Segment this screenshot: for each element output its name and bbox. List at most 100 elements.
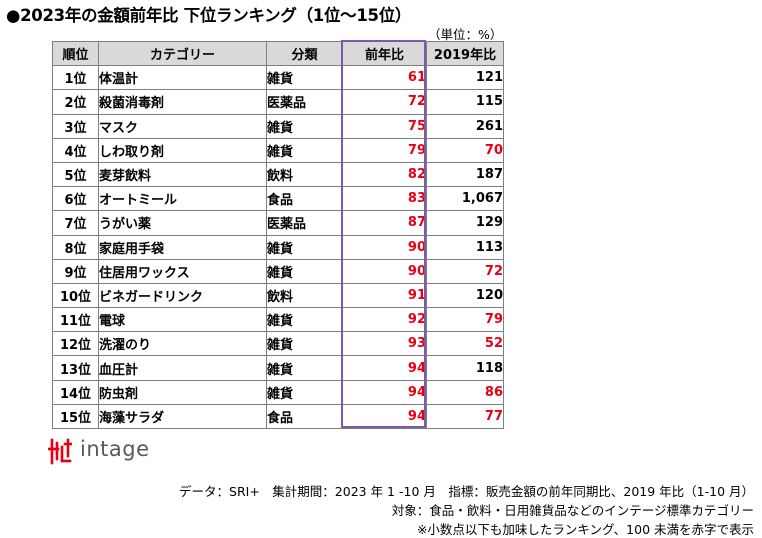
table-row: 13位 血圧計 雑貨 94 118 bbox=[52, 355, 504, 381]
note-target: 対象：食品・飲料・日用雑貨品などのインテージ標準カテゴリー bbox=[391, 503, 754, 518]
table-row: 1位 体温計 雑貨 61 121 bbox=[52, 65, 504, 91]
class-cell: 雑貨 bbox=[266, 379, 343, 405]
class-cell: 医薬品 bbox=[266, 210, 343, 236]
vs2019-cell: 115 bbox=[426, 89, 504, 115]
yoy-cell: 75 bbox=[342, 113, 427, 139]
vs2019-cell: 118 bbox=[426, 355, 504, 381]
table-row: 10位 ビネガードリンク 飲料 91 120 bbox=[52, 282, 504, 309]
category-cell: 電球 bbox=[98, 307, 267, 333]
table-row: 7位 うがい薬 医薬品 87 129 bbox=[52, 210, 504, 236]
category-cell: 洗濯のり bbox=[98, 331, 267, 357]
vs2019-cell: 52 bbox=[426, 331, 504, 357]
class-cell: 雑貨 bbox=[266, 307, 343, 333]
category-cell: 麦芽飲料 bbox=[98, 161, 267, 188]
table-row: 4位 しわ取り剤 雑貨 79 70 bbox=[52, 137, 504, 163]
vs2019-cell: 79 bbox=[426, 307, 504, 333]
rank-cell: 4位 bbox=[52, 137, 99, 163]
note-data-source: データ：SRI+ 集計期間：2023 年 1 -10 月 指標：販売金額の前年同… bbox=[179, 484, 754, 499]
category-cell: オートミール bbox=[98, 186, 267, 212]
header-yoy: 前年比 bbox=[342, 40, 427, 67]
rank-cell: 15位 bbox=[52, 403, 99, 430]
rank-cell: 9位 bbox=[52, 258, 99, 284]
rank-cell: 8位 bbox=[52, 234, 99, 260]
vs2019-cell: 72 bbox=[426, 258, 504, 284]
class-cell: 雑貨 bbox=[266, 113, 343, 139]
category-cell: 血圧計 bbox=[98, 355, 267, 381]
class-cell: 雑貨 bbox=[266, 355, 343, 381]
vs2019-cell: 70 bbox=[426, 137, 504, 163]
rank-cell: 12位 bbox=[52, 331, 99, 357]
class-cell: 飲料 bbox=[266, 282, 343, 309]
page-title: ●2023年の金額前年比 下位ランキング（1位～15位） bbox=[6, 6, 412, 25]
category-cell: しわ取り剤 bbox=[98, 137, 267, 163]
class-cell: 食品 bbox=[266, 403, 343, 430]
rank-cell: 14位 bbox=[52, 379, 99, 405]
rank-cell: 10位 bbox=[52, 282, 99, 309]
intage-logo-icon bbox=[48, 438, 72, 465]
category-cell: 住居用ワックス bbox=[98, 258, 267, 284]
table-row: 3位 マスク 雑貨 75 261 bbox=[52, 113, 504, 139]
table-row: 9位 住居用ワックス 雑貨 90 72 bbox=[52, 258, 504, 284]
yoy-cell: 82 bbox=[342, 161, 427, 188]
class-cell: 雑貨 bbox=[266, 331, 343, 357]
table-body: 1位 体温計 雑貨 61 121 2位 殺菌消毒剤 医薬品 72 115 3位 マスク 雑貨 75 261 4… bbox=[52, 65, 504, 430]
ranking-table: 順位 カテゴリー 分類 前年比 2019年比 1位 体温計 雑貨 61 121 2位 殺菌消… bbox=[52, 40, 504, 430]
table-row: 8位 家庭用手袋 雑貨 90 113 bbox=[52, 234, 504, 260]
rank-cell: 3位 bbox=[52, 113, 99, 139]
yoy-cell: 90 bbox=[342, 258, 427, 284]
header-vs2019: 2019年比 bbox=[426, 40, 504, 67]
yoy-cell: 61 bbox=[342, 65, 427, 91]
yoy-cell: 90 bbox=[342, 234, 427, 260]
rank-cell: 7位 bbox=[52, 210, 99, 236]
class-cell: 雑貨 bbox=[266, 137, 343, 163]
yoy-cell: 72 bbox=[342, 89, 427, 115]
category-cell: 家庭用手袋 bbox=[98, 234, 267, 260]
header-rank: 順位 bbox=[52, 40, 99, 67]
yoy-cell: 92 bbox=[342, 307, 427, 333]
class-cell: 医薬品 bbox=[266, 89, 343, 115]
category-cell: 防虫剤 bbox=[98, 379, 267, 405]
class-cell: 食品 bbox=[266, 186, 343, 212]
category-cell: 海藻サラダ bbox=[98, 403, 267, 430]
rank-cell: 6位 bbox=[52, 186, 99, 212]
yoy-cell: 94 bbox=[342, 403, 427, 430]
vs2019-cell: 261 bbox=[426, 113, 504, 139]
note-remark: ※小数点以下も加味したランキング、100 未満を赤字で表示 bbox=[416, 522, 754, 537]
yoy-cell: 94 bbox=[342, 379, 427, 405]
category-cell: ビネガードリンク bbox=[98, 282, 267, 309]
vs2019-cell: 77 bbox=[426, 403, 504, 430]
vs2019-cell: 121 bbox=[426, 65, 504, 91]
category-cell: 体温計 bbox=[98, 65, 267, 91]
table-row: 2位 殺菌消毒剤 医薬品 72 115 bbox=[52, 89, 504, 115]
table-header-row: 順位 カテゴリー 分類 前年比 2019年比 bbox=[52, 40, 504, 67]
yoy-cell: 87 bbox=[342, 210, 427, 236]
vs2019-cell: 86 bbox=[426, 379, 504, 405]
class-cell: 飲料 bbox=[266, 161, 343, 188]
table-row: 11位 電球 雑貨 92 79 bbox=[52, 307, 504, 333]
table-row: 6位 オートミール 食品 83 1,067 bbox=[52, 186, 504, 212]
table-row: 12位 洗濯のり 雑貨 93 52 bbox=[52, 331, 504, 357]
vs2019-cell: 113 bbox=[426, 234, 504, 260]
category-cell: マスク bbox=[98, 113, 267, 139]
category-cell: 殺菌消毒剤 bbox=[98, 89, 267, 115]
table-row: 15位 海藻サラダ 食品 94 77 bbox=[52, 403, 504, 430]
yoy-cell: 93 bbox=[342, 331, 427, 357]
yoy-cell: 79 bbox=[342, 137, 427, 163]
vs2019-cell: 129 bbox=[426, 210, 504, 236]
header-category: カテゴリー bbox=[98, 40, 267, 67]
rank-cell: 13位 bbox=[52, 355, 99, 381]
rank-cell: 5位 bbox=[52, 161, 99, 188]
category-cell: うがい薬 bbox=[98, 210, 267, 236]
table-row: 5位 麦芽飲料 飲料 82 187 bbox=[52, 161, 504, 188]
rank-cell: 1位 bbox=[52, 65, 99, 91]
class-cell: 雑貨 bbox=[266, 65, 343, 91]
vs2019-cell: 187 bbox=[426, 161, 504, 188]
class-cell: 雑貨 bbox=[266, 234, 343, 260]
class-cell: 雑貨 bbox=[266, 258, 343, 284]
yoy-cell: 83 bbox=[342, 186, 427, 212]
rank-cell: 2位 bbox=[52, 89, 99, 115]
header-class: 分類 bbox=[266, 40, 343, 67]
intage-logo-text: intage bbox=[80, 437, 150, 461]
unit-label: （単位：%） bbox=[428, 27, 503, 42]
intage-logo: intage bbox=[44, 435, 164, 469]
